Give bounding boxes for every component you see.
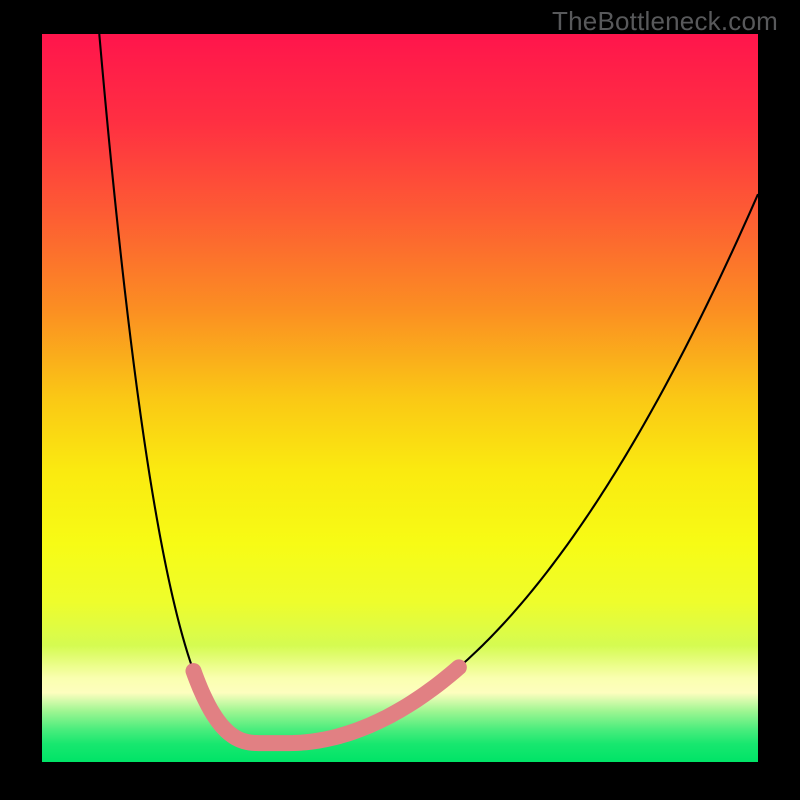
bottleneck-chart: [0, 0, 800, 800]
gradient-background: [42, 34, 758, 762]
watermark-text: TheBottleneck.com: [552, 6, 778, 37]
